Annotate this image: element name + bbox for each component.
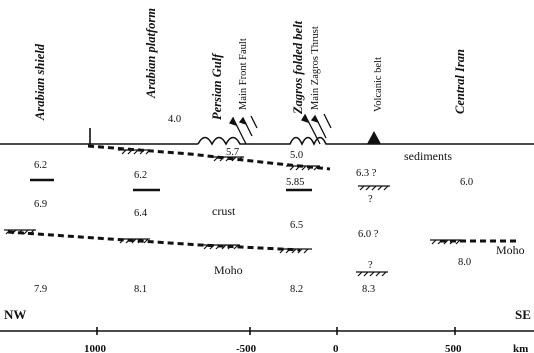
main-front-fault-arrows xyxy=(229,115,258,145)
axis-unit-km: km xyxy=(513,343,528,353)
label-zagros-folded-belt: Zagros folded belt xyxy=(291,20,305,115)
value-6-3-q: 6.3 ? xyxy=(356,168,377,179)
label-crust: crust xyxy=(212,204,236,218)
label-arabian-platform: Arabian platform xyxy=(144,8,158,99)
value-7-9: 7.9 xyxy=(34,284,47,295)
label-moho-right: Moho xyxy=(496,243,525,257)
tick-label-1000: 1000 xyxy=(84,343,107,353)
value-8-0: 8.0 xyxy=(458,257,471,268)
label-central-iran: Central Iran xyxy=(453,49,467,114)
label-main-zagros-thrust: Main Zagros Thrust xyxy=(310,26,321,110)
value-6-9: 6.9 xyxy=(34,199,47,210)
value-q-1: ? xyxy=(368,194,373,205)
value-8-1: 8.1 xyxy=(134,284,147,295)
value-6-0-central: 6.0 xyxy=(460,177,473,188)
label-moho-center: Moho xyxy=(214,263,243,277)
tick-label-500: 500 xyxy=(445,343,462,353)
axis-ticks xyxy=(96,327,456,335)
label-sediments: sediments xyxy=(404,149,452,163)
volcano-icon xyxy=(367,131,381,144)
value-5-85: 5.85 xyxy=(286,177,304,188)
label-volcanic-belt: Volcanic belt xyxy=(373,57,384,112)
value-5-0: 5.0 xyxy=(290,150,303,161)
direction-nw: NW xyxy=(4,307,26,322)
value-8-2: 8.2 xyxy=(290,284,303,295)
value-q-2: ? xyxy=(368,260,373,271)
value-6-5: 6.5 xyxy=(290,220,303,231)
interface-bars xyxy=(30,178,312,192)
label-arabian-shield: Arabian shield xyxy=(33,43,47,121)
label-main-front-fault: Main Front Fault xyxy=(238,38,249,110)
value-6-4: 6.4 xyxy=(134,208,148,219)
tick-label-0: 0 xyxy=(333,343,339,353)
value-6-2-platform: 6.2 xyxy=(134,170,147,181)
value-6-0-q: 6.0 ? xyxy=(358,229,379,240)
label-persian-gulf: Persian Gulf xyxy=(210,52,224,120)
value-6-2-shield: 6.2 xyxy=(34,160,47,171)
surface-profile xyxy=(0,136,534,146)
moho-dashed-left xyxy=(7,230,301,252)
tick-label-neg500: -500 xyxy=(236,343,257,353)
value-8-3: 8.3 xyxy=(362,284,375,295)
value-5-7: 5.7 xyxy=(226,147,239,158)
value-4-0: 4.0 xyxy=(168,114,181,125)
main-zagros-thrust-arrows xyxy=(301,113,332,145)
direction-se: SE xyxy=(515,307,531,322)
hatch-markers xyxy=(4,149,462,277)
